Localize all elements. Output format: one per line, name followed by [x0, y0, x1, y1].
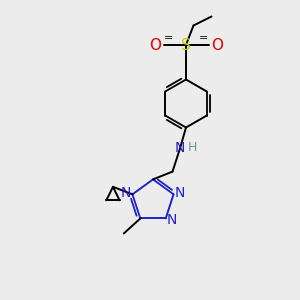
Text: N: N — [175, 186, 185, 200]
Text: H: H — [188, 141, 197, 154]
Text: N: N — [175, 142, 185, 155]
Text: =: = — [198, 33, 208, 43]
Text: O: O — [149, 38, 161, 52]
Text: O: O — [211, 38, 223, 52]
Text: =: = — [164, 33, 174, 43]
Text: N: N — [167, 213, 177, 227]
Text: N: N — [121, 186, 131, 200]
Text: S: S — [181, 38, 191, 52]
